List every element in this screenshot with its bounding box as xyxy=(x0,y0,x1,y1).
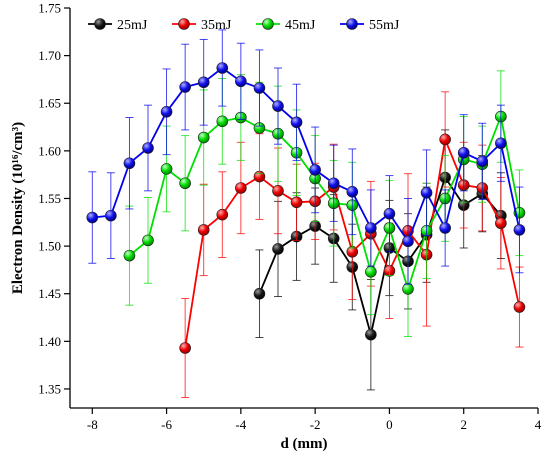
data-point xyxy=(513,224,526,236)
data-point xyxy=(272,100,284,112)
data-point xyxy=(123,249,136,262)
data-point xyxy=(105,209,117,222)
y-tick-label: 1.75 xyxy=(38,1,61,16)
tick-layer: -8 -6 -4 -2 0 2 4 1.35 1.40 1.45 1.50 1.55 1.60 1.65 1… xyxy=(38,1,542,433)
data-point xyxy=(365,266,377,278)
y-tick-label: 1.40 xyxy=(38,334,61,349)
y-tick-label: 1.65 xyxy=(38,96,61,111)
data-point xyxy=(439,222,451,234)
data-point xyxy=(346,186,359,198)
data-point xyxy=(197,131,210,144)
data-point xyxy=(142,142,154,154)
legend-label: 45mJ xyxy=(285,18,316,33)
data-point xyxy=(327,177,340,190)
data-point xyxy=(365,222,377,234)
data-point xyxy=(402,235,414,248)
data-point xyxy=(179,81,191,93)
data-point xyxy=(513,301,526,313)
data-point xyxy=(383,207,396,220)
series-line xyxy=(92,66,521,244)
series-55mJ xyxy=(86,29,526,285)
data-point xyxy=(439,133,451,146)
data-point xyxy=(309,164,321,176)
legend-item-45mJ: 45mJ xyxy=(256,18,316,33)
data-point xyxy=(365,328,377,341)
data-point xyxy=(179,342,191,354)
data-point xyxy=(290,196,303,209)
data-point xyxy=(216,62,229,74)
legend-marker xyxy=(94,18,106,30)
legend-label: 25mJ xyxy=(117,18,148,33)
data-point xyxy=(235,75,247,88)
legend-item-25mJ: 25mJ xyxy=(88,18,148,33)
y-tick-label: 1.70 xyxy=(38,48,61,63)
legend-label: 55mJ xyxy=(369,18,400,33)
y-tick-label: 1.60 xyxy=(38,143,61,158)
data-point xyxy=(216,208,229,221)
data-point xyxy=(160,106,173,118)
x-tick-label: 2 xyxy=(460,417,467,432)
y-tick-label: 1.35 xyxy=(38,381,61,396)
data-point xyxy=(253,287,266,300)
x-tick-label: 0 xyxy=(386,417,393,432)
series-layer xyxy=(86,29,526,398)
x-tick-label: -6 xyxy=(161,417,172,432)
data-point xyxy=(235,182,247,194)
series-25mJ xyxy=(253,129,507,391)
data-point xyxy=(86,211,99,224)
data-point xyxy=(179,177,191,190)
y-tick-label: 1.55 xyxy=(38,191,61,206)
legend-marker xyxy=(346,18,358,30)
data-point xyxy=(216,115,229,128)
data-point xyxy=(457,146,470,159)
data-point xyxy=(160,163,173,175)
data-point xyxy=(142,234,154,247)
data-point xyxy=(476,155,489,168)
data-point xyxy=(420,186,433,199)
x-tick-label: 4 xyxy=(535,417,542,432)
data-point xyxy=(123,157,136,170)
data-point xyxy=(495,217,507,230)
data-point xyxy=(253,82,266,94)
data-point xyxy=(272,185,284,197)
x-tick-label: -2 xyxy=(310,417,321,432)
y-tick-label: 1.45 xyxy=(38,286,61,301)
x-axis-title: d (mm) xyxy=(280,436,327,452)
series-line xyxy=(128,113,521,292)
data-point xyxy=(290,116,303,129)
legend-item-35mJ: 35mJ xyxy=(172,18,232,33)
x-tick-label: -4 xyxy=(235,417,246,432)
legend-item-55mJ: 55mJ xyxy=(340,18,400,33)
legend: 25mJ 35mJ 45mJ 55mJ xyxy=(88,18,400,33)
y-tick-label: 1.50 xyxy=(38,239,61,254)
data-point xyxy=(272,243,284,255)
data-point xyxy=(402,283,414,295)
data-point xyxy=(197,224,210,236)
y-axis-title: Electron Density (10¹⁶/cm³) xyxy=(10,122,26,294)
x-tick-label: -8 xyxy=(87,417,98,432)
data-point xyxy=(197,76,210,89)
data-point xyxy=(495,137,507,150)
legend-label: 35mJ xyxy=(201,18,232,33)
legend-marker xyxy=(178,18,190,30)
legend-marker xyxy=(262,18,274,30)
